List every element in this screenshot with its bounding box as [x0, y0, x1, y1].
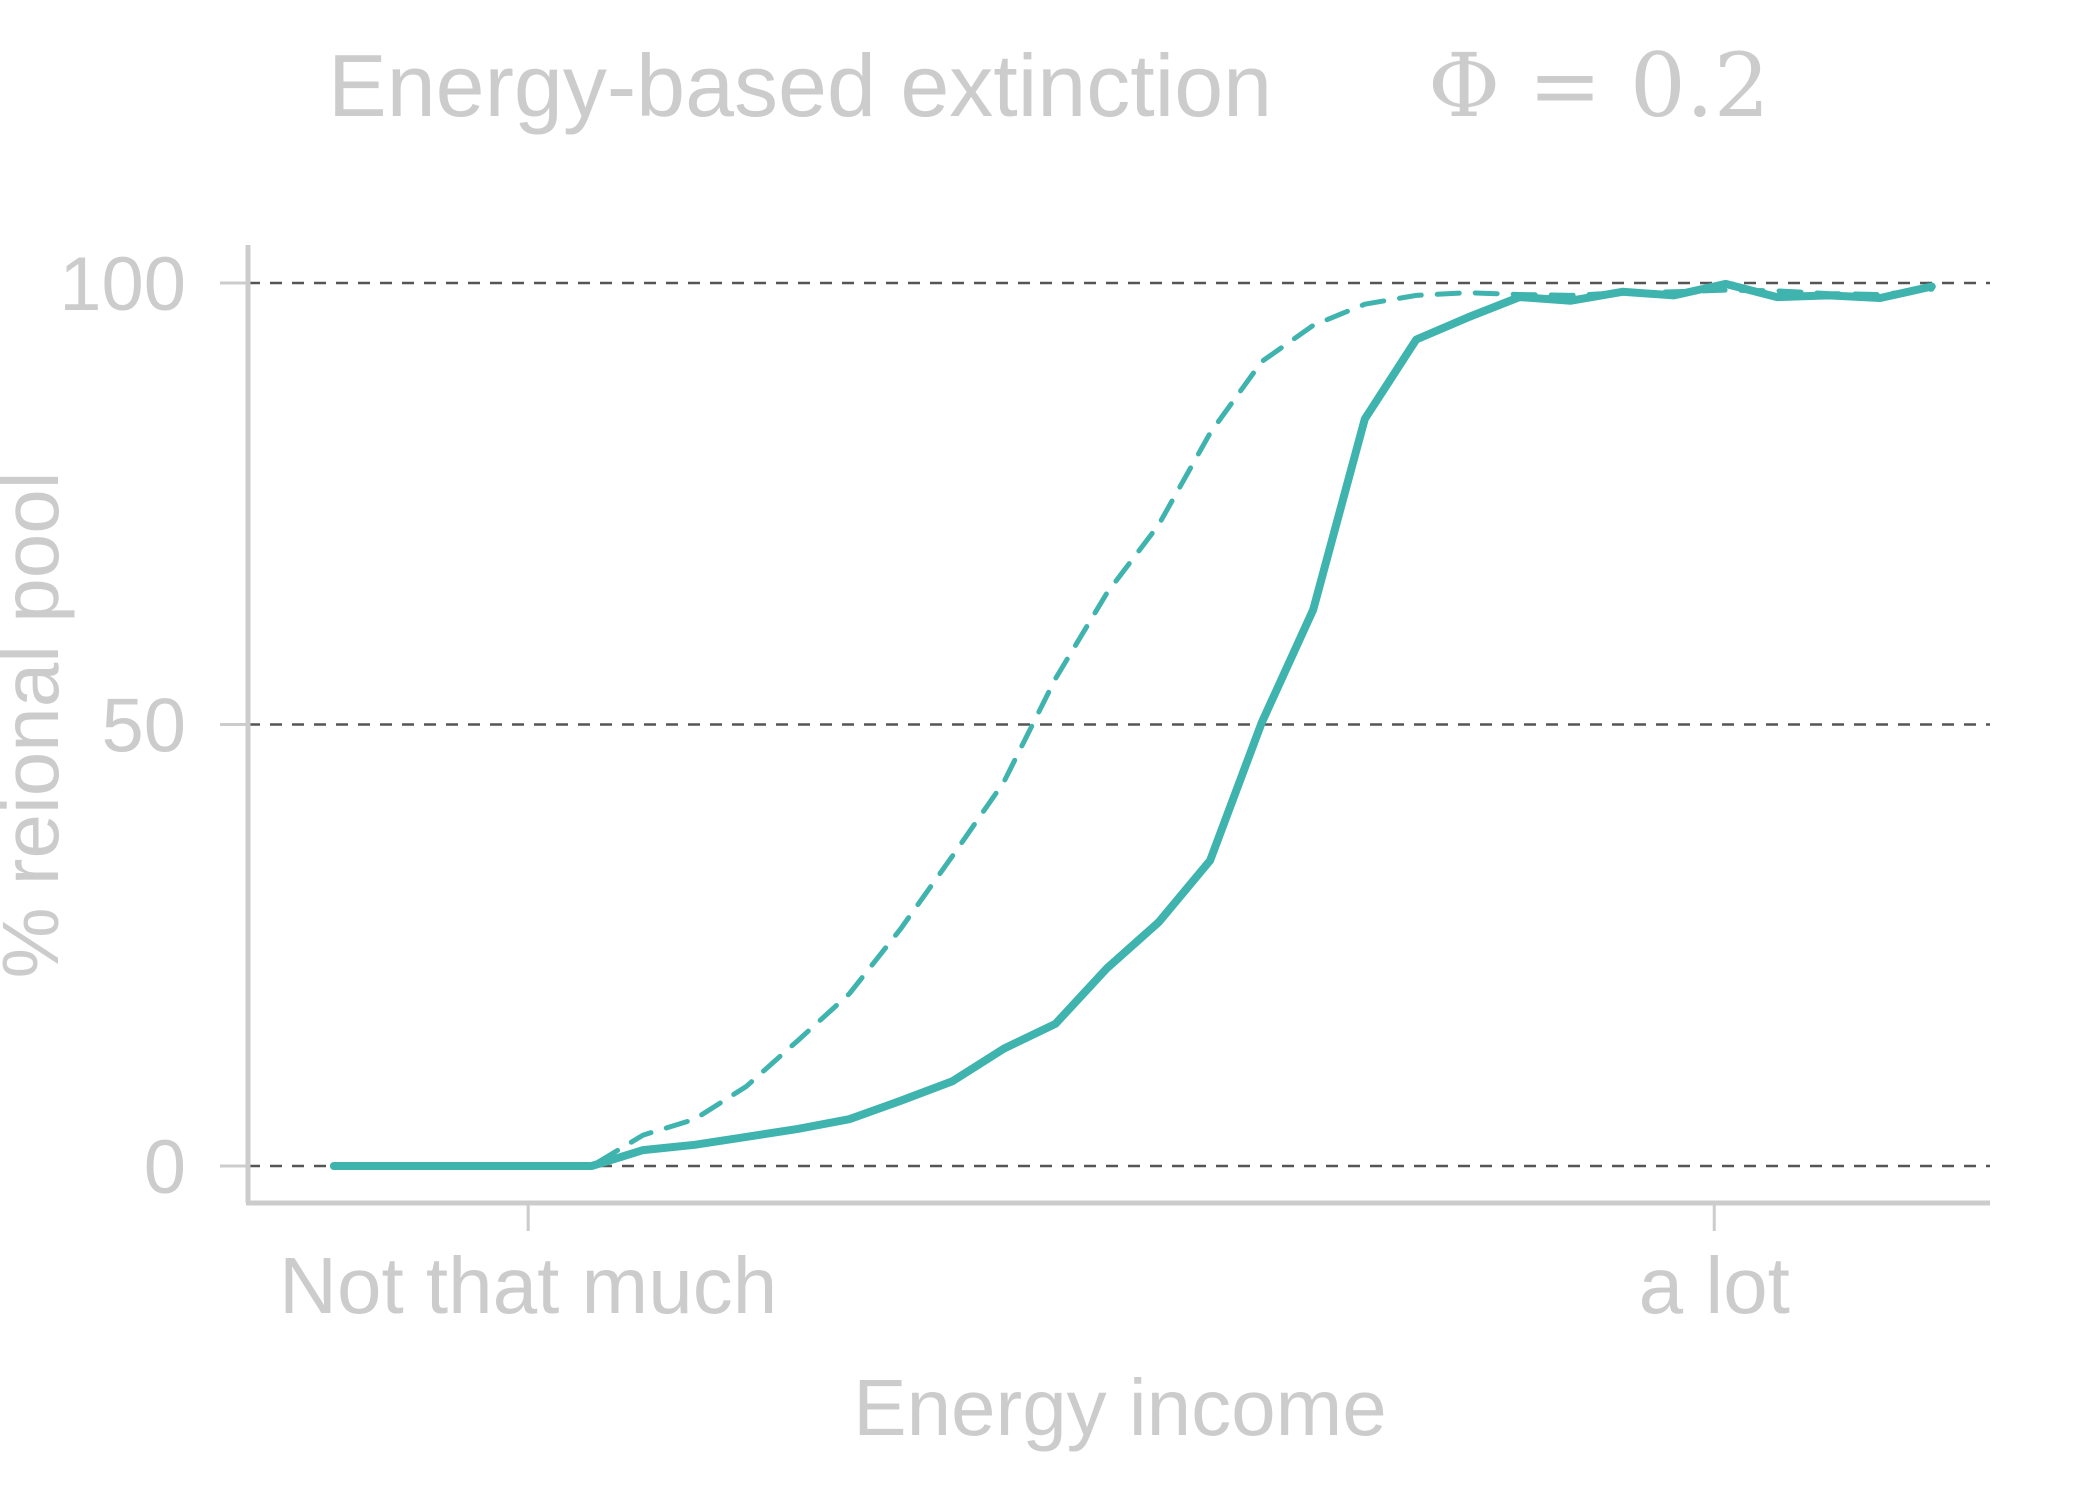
chart-title: Energy-based extinction: [328, 36, 1272, 135]
chart-subtitle: Φ = 0.2: [1428, 34, 1770, 137]
y-ticks: 0 50 100: [59, 242, 248, 1210]
series-line-dashed: [331, 286, 1935, 1169]
x-axis-label: Energy income: [853, 1363, 1387, 1452]
x-ticks: Not that much a lot: [279, 1203, 1790, 1330]
series-layer: [329, 279, 1936, 1170]
grid-layer: [248, 281, 1990, 1168]
y-tick-label: 0: [144, 1125, 186, 1210]
x-tick-label: a lot: [1639, 1241, 1790, 1330]
y-axis-label: % reional pool: [0, 472, 75, 979]
series-line-solid: [329, 279, 1936, 1170]
y-tick-label: 50: [101, 684, 186, 769]
y-tick-label: 100: [59, 242, 186, 327]
x-tick-label: Not that much: [279, 1241, 777, 1330]
